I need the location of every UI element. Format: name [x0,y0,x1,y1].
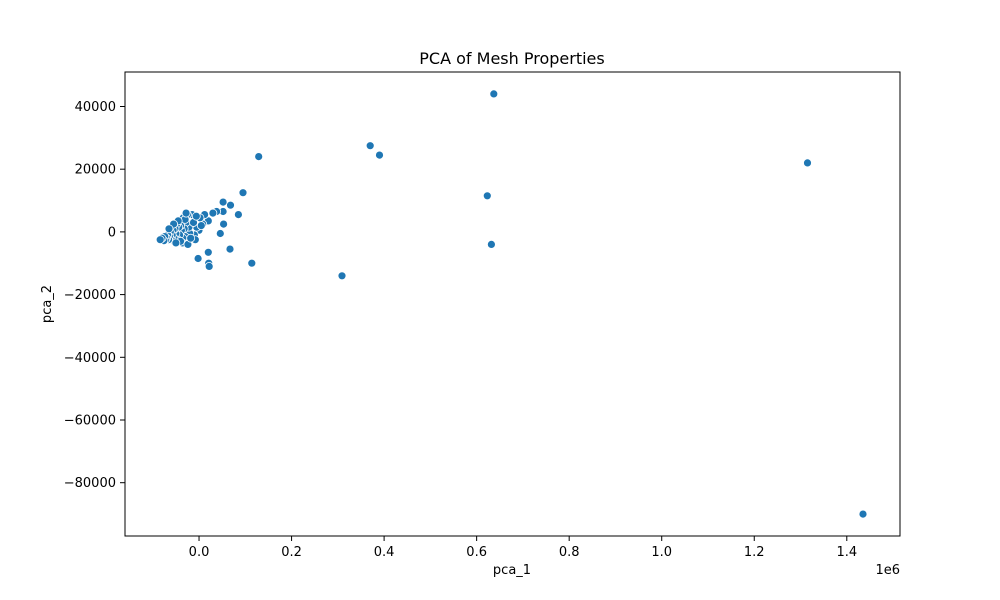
x-tick-label: 0.8 [559,545,580,560]
x-tick-label: 0.2 [281,545,302,560]
data-point-6 [375,150,384,160]
points-layer [155,89,868,519]
x-tick-label: 0.0 [189,545,210,560]
data-point-77 [171,238,181,248]
data-point-17 [219,219,229,229]
x-tick-label: 1.2 [744,545,765,560]
data-point-7 [337,271,347,281]
x-tick-label: 0.4 [374,545,395,560]
data-point-10 [238,188,248,198]
data-point-28 [193,254,203,263]
chart-title: PCA of Mesh Properties [419,49,604,68]
y-axis-label: pca_2 [40,285,55,323]
data-point-13 [233,210,243,220]
x-tick-label: 1.4 [836,545,857,560]
data-point-63 [155,235,165,245]
data-point-73 [186,233,196,243]
data-point-4 [486,239,496,249]
data-point-14 [218,197,228,207]
y-tick-label: −60000 [64,414,116,429]
data-point-5 [365,141,375,151]
data-point-9 [247,258,257,268]
y-tick-label: −80000 [64,476,116,491]
data-point-19 [208,208,218,218]
data-point-75 [196,221,206,231]
data-point-20 [203,247,213,257]
x-axis-ticks: 0.0 0.2 0.4 0.6 0.8 1.0 1.2 1.4 [189,536,857,560]
y-axis-ticks: −80000 −60000 −40000 −20000 0 20000 40000 [64,100,125,491]
data-point-3 [482,191,492,201]
x-tick-label: 0.6 [466,545,487,560]
y-tick-label: 0 [108,225,116,240]
x-axis-label: pca_1 [493,563,531,578]
plot-frame [124,71,901,537]
data-point-1 [803,158,812,168]
data-point-71 [164,224,174,234]
data-point-76 [181,208,191,218]
x-axis-offset-text: 1e6 [875,563,900,578]
data-point-12 [225,244,235,254]
data-point-16 [215,229,225,238]
y-tick-label: 20000 [75,163,116,178]
data-point-11 [226,200,235,210]
data-point-0 [858,509,868,519]
data-point-8 [254,152,264,162]
data-point-22 [204,261,214,271]
x-tick-label: 1.0 [651,545,672,560]
data-point-74 [191,211,201,221]
data-point-2 [489,89,499,99]
y-tick-label: 40000 [75,100,116,115]
y-tick-label: −20000 [64,288,116,303]
y-tick-label: −40000 [64,351,116,366]
